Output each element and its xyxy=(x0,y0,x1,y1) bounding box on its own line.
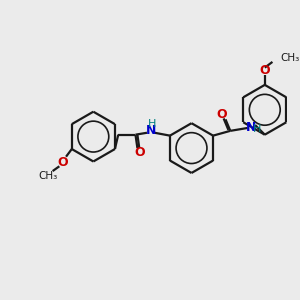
Text: O: O xyxy=(216,108,227,121)
Text: CH₃: CH₃ xyxy=(38,171,58,181)
Text: H: H xyxy=(253,124,261,134)
Text: CH₃: CH₃ xyxy=(280,53,299,63)
Text: O: O xyxy=(134,146,145,159)
Text: N: N xyxy=(246,121,256,134)
Text: H: H xyxy=(148,119,156,129)
Text: O: O xyxy=(260,64,270,77)
Text: N: N xyxy=(146,124,156,137)
Text: O: O xyxy=(57,156,68,169)
